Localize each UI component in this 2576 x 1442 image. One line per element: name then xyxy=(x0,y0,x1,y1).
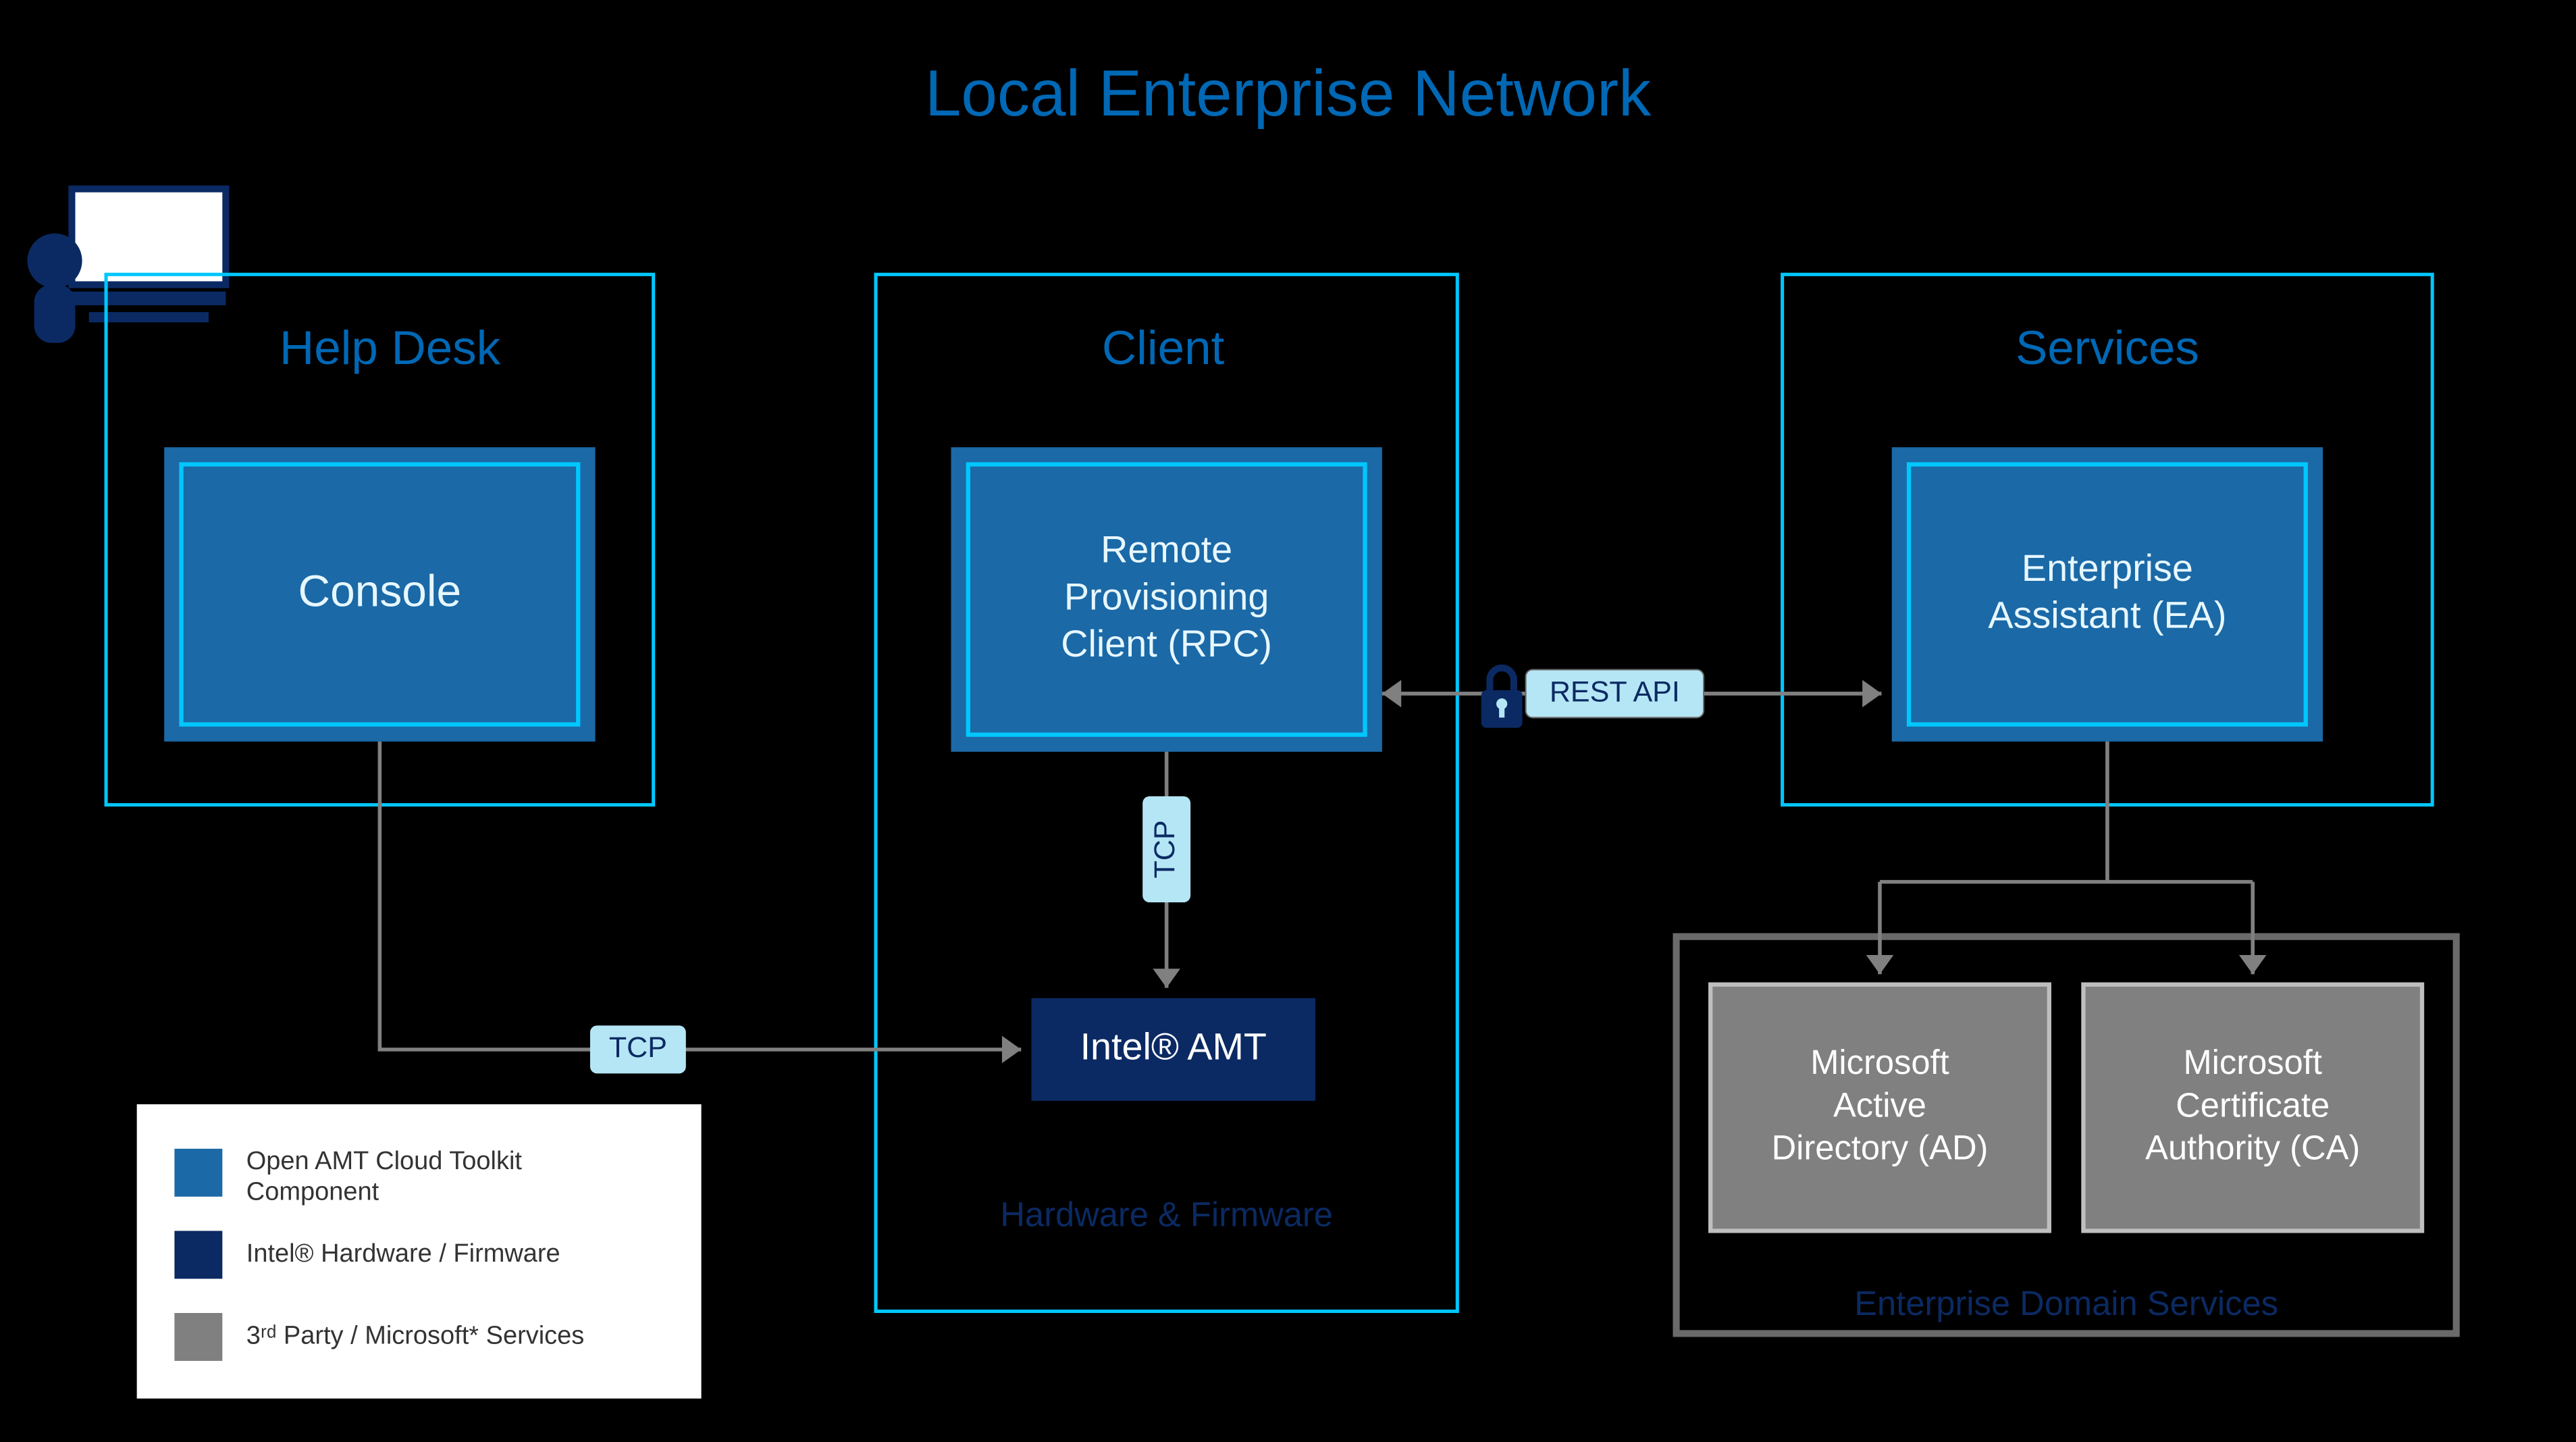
node-console-label: Console xyxy=(298,565,462,615)
legend: Open AMT Cloud Toolkit Component Intel® Ha… xyxy=(137,1104,702,1399)
arrowhead-icon xyxy=(1153,969,1180,987)
svg-text:Client (RPC): Client (RPC) xyxy=(1061,623,1272,665)
svg-text:Enterprise: Enterprise xyxy=(2022,547,2193,589)
edge-rpc-to-amt: TCP xyxy=(1142,752,1190,988)
arrowhead-icon xyxy=(2239,955,2267,974)
node-amt-label: Intel® AMT xyxy=(1080,1026,1267,1068)
edge-label: TCP xyxy=(1149,820,1181,878)
svg-text:Certificate: Certificate xyxy=(2176,1085,2330,1124)
section-label: Services xyxy=(2016,321,2199,375)
node-ca: Microsoft Certificate Authority (CA) xyxy=(2083,985,2422,1231)
edge-label: REST API xyxy=(1550,675,1680,708)
svg-text:Provisioning: Provisioning xyxy=(1064,575,1269,617)
svg-text:Microsoft: Microsoft xyxy=(2183,1043,2321,1081)
svg-text:Console: Console xyxy=(298,565,462,615)
connector-line xyxy=(379,742,1021,1050)
svg-text:Remote: Remote xyxy=(1101,529,1232,571)
legend-label: Intel® Hardware / Firmware xyxy=(246,1239,560,1268)
node-amt: Intel® AMT xyxy=(1032,998,1316,1101)
svg-text:Microsoft: Microsoft xyxy=(1810,1043,1949,1081)
legend-label: Component xyxy=(246,1178,379,1206)
svg-text:Intel® AMT: Intel® AMT xyxy=(1080,1026,1267,1068)
hardware-firmware-label: Hardware & Firmware xyxy=(1000,1195,1333,1234)
arrowhead-icon xyxy=(1382,680,1401,708)
node-rpc: RemoteProvisioning Client (RPC) xyxy=(951,447,1382,752)
lock-icon xyxy=(1481,668,1523,728)
enterprise-domain-services-label: Enterprise Domain Services xyxy=(1854,1284,2278,1322)
legend-swatch xyxy=(174,1313,222,1361)
svg-text:Authority (CA): Authority (CA) xyxy=(2145,1129,2360,1167)
node-ea: Enterprise Assistant (EA) xyxy=(1892,447,2323,742)
arrowhead-icon xyxy=(1862,680,1881,708)
diagram-title: Local Enterprise Network xyxy=(925,57,1652,130)
edge-console-to-amt: TCP xyxy=(379,742,1021,1073)
svg-text:Assistant (EA): Assistant (EA) xyxy=(1988,594,2226,636)
legend-swatch xyxy=(174,1231,222,1279)
arrowhead-icon xyxy=(1866,955,1894,974)
legend-label: 3ʳᵈ Party / Microsoft* Services xyxy=(246,1321,585,1349)
svg-text:Active: Active xyxy=(1833,1085,1926,1124)
svg-text:Directory (AD): Directory (AD) xyxy=(1772,1129,1989,1167)
section-label: Help Desk xyxy=(280,321,501,375)
edge-label: TCP xyxy=(609,1031,667,1064)
section-label: Client xyxy=(1102,321,1225,375)
node-console: Console xyxy=(164,447,595,742)
arrowhead-icon xyxy=(1002,1036,1021,1064)
legend-label: Open AMT Cloud Toolkit xyxy=(246,1147,523,1175)
legend-swatch xyxy=(174,1149,222,1197)
monitor-icon xyxy=(28,189,226,343)
node-ad: Microsoft Active Directory (AD) xyxy=(1710,985,2049,1231)
